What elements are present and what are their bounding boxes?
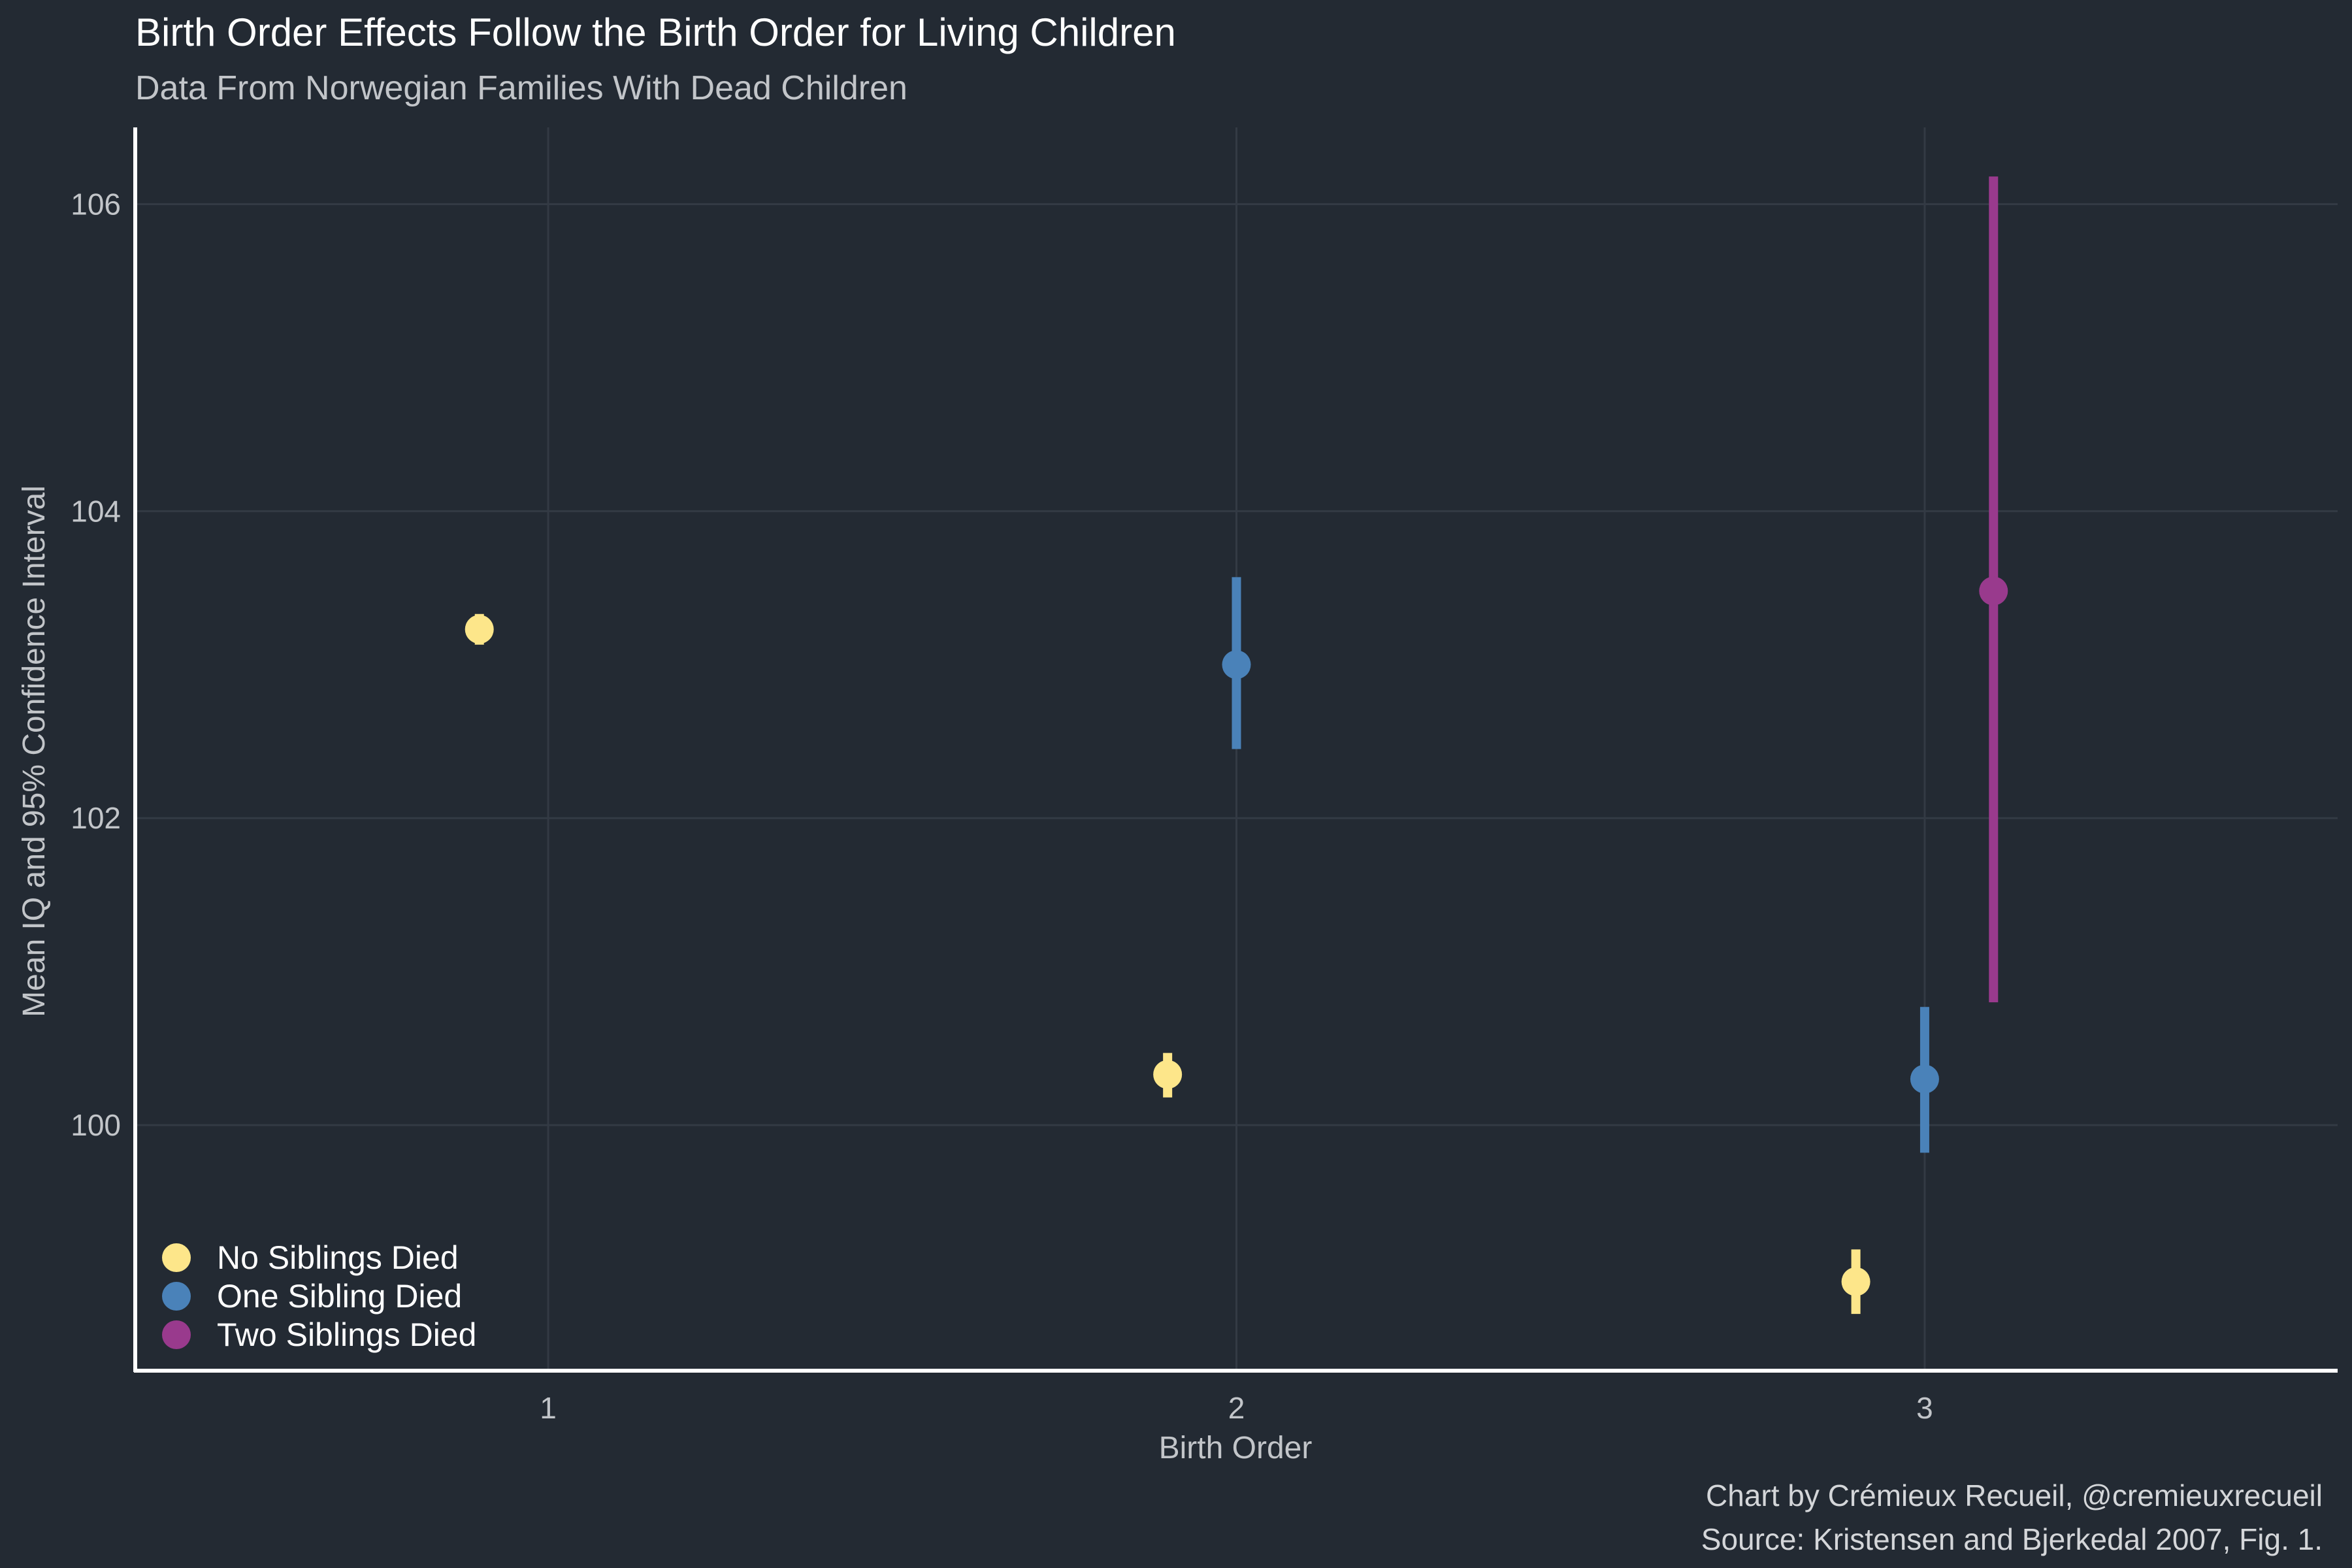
x-tick-label-3: 3 [1916, 1391, 1933, 1425]
point-one-sibling-died-x3 [1910, 1064, 1939, 1094]
caption-source: Source: Kristensen and Bjerkedal 2007, F… [1701, 1522, 2323, 1556]
x-tick-label-1: 1 [540, 1391, 557, 1425]
point-one-sibling-died-x2 [1222, 650, 1251, 679]
point-two-siblings-died-x3 [1979, 576, 2008, 606]
grid [135, 127, 2338, 1371]
point-no-siblings-died-x3 [1841, 1267, 1870, 1296]
y-tick-label-106: 106 [71, 187, 121, 221]
point-no-siblings-died-x2 [1153, 1060, 1183, 1089]
x-axis-label: Birth Order [1159, 1431, 1313, 1465]
legend-label-1: One Sibling Died [217, 1278, 462, 1315]
legend-key-2 [162, 1320, 191, 1349]
chart-title: Birth Order Effects Follow the Birth Ord… [135, 10, 1176, 54]
legend-key-1 [162, 1282, 191, 1311]
y-tick-label-100: 100 [71, 1108, 121, 1142]
legend-label-0: No Siblings Died [217, 1239, 459, 1276]
tick-labels: 1 2 3 100 102 104 106 [71, 187, 1933, 1425]
caption-credit: Chart by Crémieux Recueil, @cremieuxrecu… [1706, 1478, 2323, 1512]
chart-subtitle: Data From Norwegian Families With Dead C… [135, 69, 907, 107]
x-tick-label-2: 2 [1228, 1391, 1245, 1425]
data-marks [465, 176, 2008, 1315]
legend-label-2: Two Siblings Died [217, 1316, 476, 1353]
y-axis-label: Mean IQ and 95% Confidence Interval [17, 485, 52, 1017]
point-no-siblings-died-x1 [465, 615, 494, 644]
y-tick-label-102: 102 [71, 801, 121, 835]
y-tick-label-104: 104 [71, 494, 121, 528]
legend-key-0 [162, 1243, 191, 1272]
axes [133, 127, 2338, 1373]
